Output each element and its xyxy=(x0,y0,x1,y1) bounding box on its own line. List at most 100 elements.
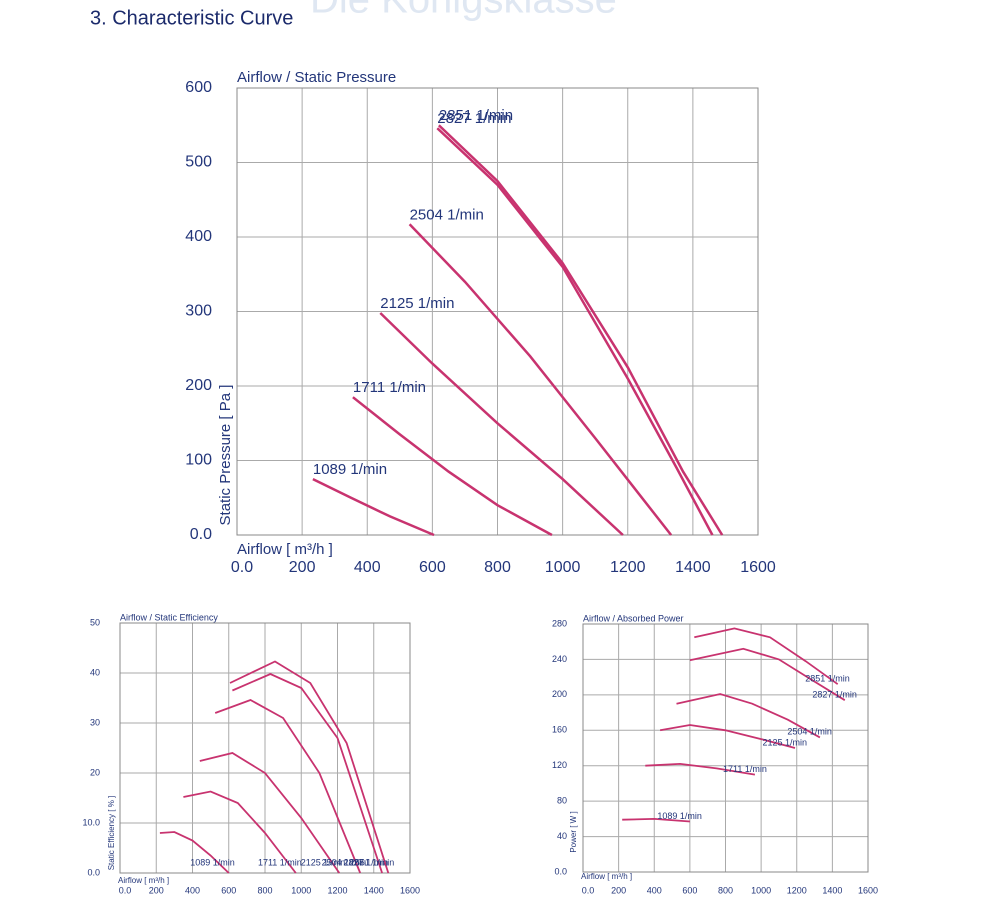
x-tick-label: 0.0 xyxy=(119,885,132,895)
x-tick-label: 1200 xyxy=(327,885,347,895)
x-tick-label: 1600 xyxy=(400,885,420,895)
x-tick-label: 400 xyxy=(647,885,662,895)
y-tick-label: 200 xyxy=(552,689,567,699)
y-tick-label: 0.0 xyxy=(87,867,100,877)
chart-title: Airflow / Static Efficiency xyxy=(120,612,218,622)
x-tick-label: 800 xyxy=(718,885,733,895)
x-tick-label: 0.0 xyxy=(231,559,253,576)
series-label: 2125 1/min xyxy=(380,295,454,312)
x-tick-label: 400 xyxy=(354,559,381,576)
x-axis-label: Airflow [ m³/h ] xyxy=(118,876,169,885)
curve xyxy=(622,817,690,823)
curve xyxy=(379,312,624,536)
y-tick-label: 240 xyxy=(552,654,567,664)
curve xyxy=(159,831,230,874)
series-label: 1711 1/min xyxy=(353,379,426,396)
y-tick-label: 200 xyxy=(185,377,212,394)
curve xyxy=(438,124,724,536)
curve xyxy=(199,752,341,874)
series-label: 2851 1/min xyxy=(805,674,850,684)
y-tick-label: 50 xyxy=(90,617,100,627)
curve xyxy=(183,790,297,874)
plot-frame xyxy=(119,622,411,874)
x-tick-label: 1200 xyxy=(610,559,646,576)
curve xyxy=(436,127,714,536)
series-label: 2504 1/min xyxy=(322,857,367,867)
series-label: 1711 1/min xyxy=(258,857,302,867)
y-tick-label: 10.0 xyxy=(82,817,100,827)
curve xyxy=(694,627,839,685)
curve xyxy=(408,223,673,536)
y-tick-label: 40 xyxy=(557,831,567,841)
series-label: 2504 1/min xyxy=(410,206,484,223)
plot-frame xyxy=(582,623,869,873)
curve xyxy=(214,699,362,874)
series-label: 1089 1/min xyxy=(313,461,387,478)
x-tick-label: 600 xyxy=(682,885,697,895)
y-tick-label: 400 xyxy=(185,228,212,245)
series-label: 2125 1/min xyxy=(301,857,346,867)
x-tick-label: 1000 xyxy=(545,559,581,576)
y-tick-label: 0.0 xyxy=(554,866,567,876)
curve xyxy=(645,762,756,776)
x-tick-label: 200 xyxy=(611,885,626,895)
x-tick-label: 600 xyxy=(221,885,236,895)
x-tick-label: 1200 xyxy=(787,885,807,895)
x-tick-label: 800 xyxy=(257,885,272,895)
x-tick-label: 1400 xyxy=(364,885,384,895)
y-tick-label: 300 xyxy=(185,303,212,320)
y-tick-label: 20 xyxy=(90,767,100,777)
x-tick-label: 800 xyxy=(484,559,511,576)
plot-frame xyxy=(236,87,759,536)
curve xyxy=(312,477,435,537)
series-label: 1089 1/min xyxy=(190,857,235,867)
y-tick-label: 600 xyxy=(185,79,212,96)
y-tick-label: 0.0 xyxy=(190,526,212,543)
series-label: 2851 1/min xyxy=(439,107,513,124)
y-tick-label: 160 xyxy=(552,725,567,735)
curve xyxy=(689,647,846,701)
x-tick-label: 600 xyxy=(419,559,446,576)
x-tick-label: 1600 xyxy=(740,559,776,576)
chart-title: Airflow / Static Pressure xyxy=(237,69,396,86)
y-tick-label: 500 xyxy=(185,154,212,171)
x-axis-label: Airflow [ m³/h ] xyxy=(581,872,632,881)
curve xyxy=(232,673,383,874)
series-label: 1089 1/min xyxy=(657,811,702,821)
curve xyxy=(352,396,553,537)
curve xyxy=(676,693,821,739)
curve xyxy=(229,660,390,874)
chart-title: Airflow / Absorbed Power xyxy=(583,613,684,623)
section-title: 3. Characteristic Curve xyxy=(90,7,293,29)
curve xyxy=(659,724,796,749)
x-tick-label: 1000 xyxy=(751,885,771,895)
x-tick-label: 1600 xyxy=(858,885,878,895)
x-tick-label: 200 xyxy=(149,885,164,895)
watermark: Die Königsklasse xyxy=(310,0,617,22)
series-label: 2827 1/min xyxy=(812,690,857,700)
y-tick-label: 80 xyxy=(557,796,567,806)
x-axis-label: Airflow [ m³/h ] xyxy=(237,541,333,558)
y-tick-label: 40 xyxy=(90,667,100,677)
x-tick-label: 1400 xyxy=(822,885,842,895)
series-label: 2504 1/min xyxy=(787,727,832,737)
y-tick-label: 100 xyxy=(185,452,212,469)
x-tick-label: 0.0 xyxy=(582,885,595,895)
y-tick-label: 120 xyxy=(552,760,567,770)
y-axis-label: Power [ W ] xyxy=(569,811,578,852)
y-axis-label: Static Efficiency [ % ] xyxy=(107,796,116,871)
x-tick-label: 200 xyxy=(289,559,316,576)
x-tick-label: 1000 xyxy=(291,885,311,895)
x-tick-label: 400 xyxy=(185,885,200,895)
series-label: 2827 1/min xyxy=(437,110,511,127)
x-tick-label: 1400 xyxy=(675,559,711,576)
series-label: 2125 1/min xyxy=(762,737,807,747)
y-tick-label: 280 xyxy=(552,618,567,628)
series-label: 1711 1/min xyxy=(723,764,767,774)
y-axis-label: Static Pressure [ Pa ] xyxy=(217,385,234,526)
series-label: 2827 1/min xyxy=(344,857,389,867)
y-tick-label: 30 xyxy=(90,717,100,727)
series-label: 2851 1/min xyxy=(350,857,395,867)
